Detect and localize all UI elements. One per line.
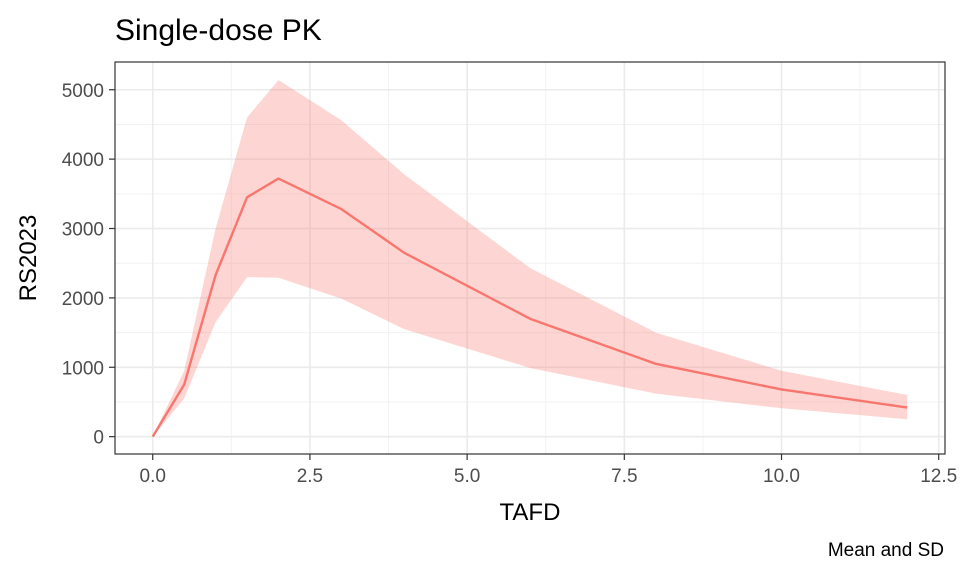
sd-ribbon xyxy=(152,80,908,437)
y-axis-title: RS2023 xyxy=(15,215,42,302)
chart-title: Single-dose PK xyxy=(115,14,322,47)
y-tick-label: 2000 xyxy=(62,289,104,310)
x-axis-title: TAFD xyxy=(500,499,561,526)
y-tick-label: 0 xyxy=(93,428,104,449)
y-axis: 0 1000 2000 3000 4000 5000 xyxy=(62,81,115,449)
chart-caption: Mean and SD xyxy=(828,540,944,561)
x-tick-label: 5.0 xyxy=(454,466,480,487)
x-tick-label: 12.5 xyxy=(920,466,957,487)
panel-border xyxy=(114,61,946,455)
sd-ribbon-layer xyxy=(152,80,908,437)
mean-line-layer xyxy=(151,177,908,438)
x-tick-label: 7.5 xyxy=(611,466,637,487)
x-tick-label: 2.5 xyxy=(297,466,323,487)
x-tick-label: 10.0 xyxy=(763,466,800,487)
x-tick-label: 0.0 xyxy=(140,466,166,487)
grid-lines xyxy=(115,62,945,454)
y-tick-label: 1000 xyxy=(62,358,104,379)
y-tick-label: 3000 xyxy=(62,220,104,241)
mean-line xyxy=(151,177,908,438)
y-tick-label: 4000 xyxy=(62,150,104,171)
y-tick-label: 5000 xyxy=(62,81,104,102)
x-axis: 0.0 2.5 5.0 7.5 10.0 12.5 xyxy=(140,454,957,487)
